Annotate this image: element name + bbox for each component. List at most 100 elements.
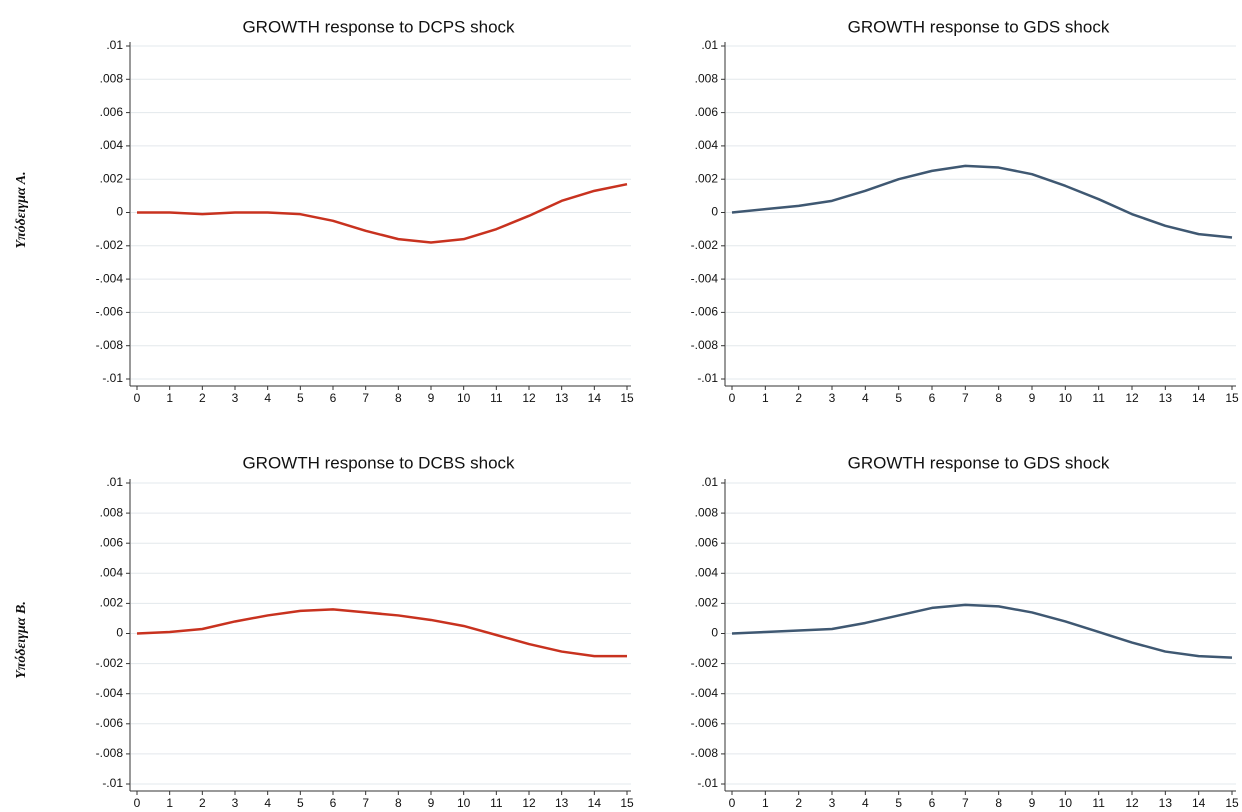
- x-tick-label: 1: [166, 796, 173, 810]
- x-tick-label: 1: [166, 391, 173, 405]
- y-tick-label: .002: [100, 171, 124, 185]
- chart-title: GROWTH response to DCPS shock: [242, 17, 515, 36]
- x-tick-label: 0: [729, 796, 736, 810]
- y-tick-label: -.008: [691, 338, 719, 352]
- x-tick-label: 13: [555, 391, 569, 405]
- y-tick-label: -.01: [697, 776, 718, 790]
- x-tick-label: 2: [199, 391, 206, 405]
- y-tick-label: -.004: [96, 271, 124, 285]
- y-tick-label: .004: [100, 565, 124, 579]
- y-tick-label: -.006: [691, 716, 719, 730]
- chart-title: GROWTH response to GDS shock: [848, 453, 1110, 472]
- x-tick-label: 8: [995, 796, 1002, 810]
- y-tick-label: .01: [106, 475, 123, 489]
- x-tick-label: 14: [1192, 796, 1206, 810]
- y-tick-label: -.008: [96, 338, 124, 352]
- row-label: Υπόδειγμα Β.: [14, 601, 29, 679]
- y-tick-label: -.002: [691, 238, 719, 252]
- x-tick-label: 9: [428, 796, 435, 810]
- x-tick-label: 13: [555, 796, 569, 810]
- x-tick-label: 15: [620, 796, 634, 810]
- y-tick-label: .006: [100, 535, 124, 549]
- x-tick-label: 1: [762, 391, 769, 405]
- x-tick-label: 5: [297, 796, 304, 810]
- y-tick-label: .008: [100, 71, 124, 85]
- y-tick-label: -.004: [691, 271, 719, 285]
- x-tick-label: 6: [929, 391, 936, 405]
- y-tick-label: .002: [695, 596, 719, 610]
- x-tick-label: 7: [962, 391, 969, 405]
- y-tick-label: -.004: [691, 686, 719, 700]
- x-tick-label: 12: [522, 391, 536, 405]
- x-tick-label: 6: [330, 391, 337, 405]
- y-tick-label: -.006: [691, 305, 719, 319]
- x-tick-label: 3: [829, 796, 836, 810]
- x-tick-label: 5: [297, 391, 304, 405]
- x-tick-label: 4: [862, 391, 869, 405]
- y-tick-label: -.008: [96, 746, 124, 760]
- x-tick-label: 12: [522, 796, 536, 810]
- x-tick-label: 7: [362, 391, 369, 405]
- y-tick-label: .002: [695, 171, 719, 185]
- y-tick-label: -.01: [102, 371, 123, 385]
- chart-title: GROWTH response to DCBS shock: [242, 453, 515, 472]
- x-tick-label: 15: [1225, 796, 1239, 810]
- x-tick-label: 10: [1059, 796, 1073, 810]
- y-tick-label: .01: [701, 475, 718, 489]
- y-tick-label: .008: [100, 505, 124, 519]
- y-tick-label: .01: [106, 38, 123, 52]
- x-tick-label: 8: [395, 391, 402, 405]
- x-tick-label: 14: [588, 391, 602, 405]
- row-label: Υπόδειγμα Α.: [14, 171, 29, 248]
- x-tick-label: 12: [1125, 796, 1139, 810]
- y-tick-label: .004: [100, 138, 124, 152]
- y-tick-label: .004: [695, 138, 719, 152]
- x-tick-label: 9: [428, 391, 435, 405]
- y-tick-label: -.01: [102, 776, 123, 790]
- y-tick-label: -.006: [96, 716, 124, 730]
- x-tick-label: 10: [457, 391, 471, 405]
- x-tick-label: 1: [762, 796, 769, 810]
- x-tick-label: 3: [232, 796, 239, 810]
- x-tick-label: 11: [490, 391, 503, 405]
- y-tick-label: .01: [701, 38, 718, 52]
- x-tick-label: 9: [1029, 391, 1036, 405]
- response-line: [731, 603, 1233, 659]
- x-tick-label: 10: [457, 796, 471, 810]
- y-tick-label: -.01: [697, 371, 718, 385]
- y-tick-label: 0: [711, 205, 718, 219]
- x-tick-label: 13: [1159, 391, 1173, 405]
- y-tick-label: -.002: [691, 656, 719, 670]
- y-tick-label: 0: [116, 205, 123, 219]
- x-tick-label: 4: [862, 796, 869, 810]
- x-tick-label: 2: [199, 796, 206, 810]
- x-tick-label: 0: [134, 796, 141, 810]
- x-tick-label: 3: [829, 391, 836, 405]
- y-tick-label: .006: [100, 105, 124, 119]
- y-tick-label: .008: [695, 505, 719, 519]
- chart-title: GROWTH response to GDS shock: [848, 17, 1110, 36]
- y-tick-label: .002: [100, 596, 124, 610]
- x-tick-label: 11: [1092, 796, 1105, 810]
- x-tick-label: 7: [962, 796, 969, 810]
- x-tick-label: 0: [134, 391, 141, 405]
- x-tick-label: 12: [1125, 391, 1139, 405]
- y-tick-label: .006: [695, 535, 719, 549]
- x-tick-label: 2: [795, 796, 802, 810]
- x-tick-label: 4: [264, 796, 271, 810]
- x-tick-label: 2: [795, 391, 802, 405]
- y-tick-label: 0: [711, 626, 718, 640]
- x-tick-label: 8: [395, 796, 402, 810]
- x-tick-label: 9: [1029, 796, 1036, 810]
- y-tick-label: .004: [695, 565, 719, 579]
- response-line: [136, 608, 627, 658]
- x-tick-label: 11: [1092, 391, 1105, 405]
- y-tick-label: .008: [695, 71, 719, 85]
- x-tick-label: 13: [1159, 796, 1173, 810]
- y-tick-label: -.002: [96, 238, 124, 252]
- x-tick-label: 5: [895, 796, 902, 810]
- x-tick-label: 14: [588, 796, 602, 810]
- x-tick-label: 15: [1225, 391, 1239, 405]
- x-tick-label: 4: [264, 391, 271, 405]
